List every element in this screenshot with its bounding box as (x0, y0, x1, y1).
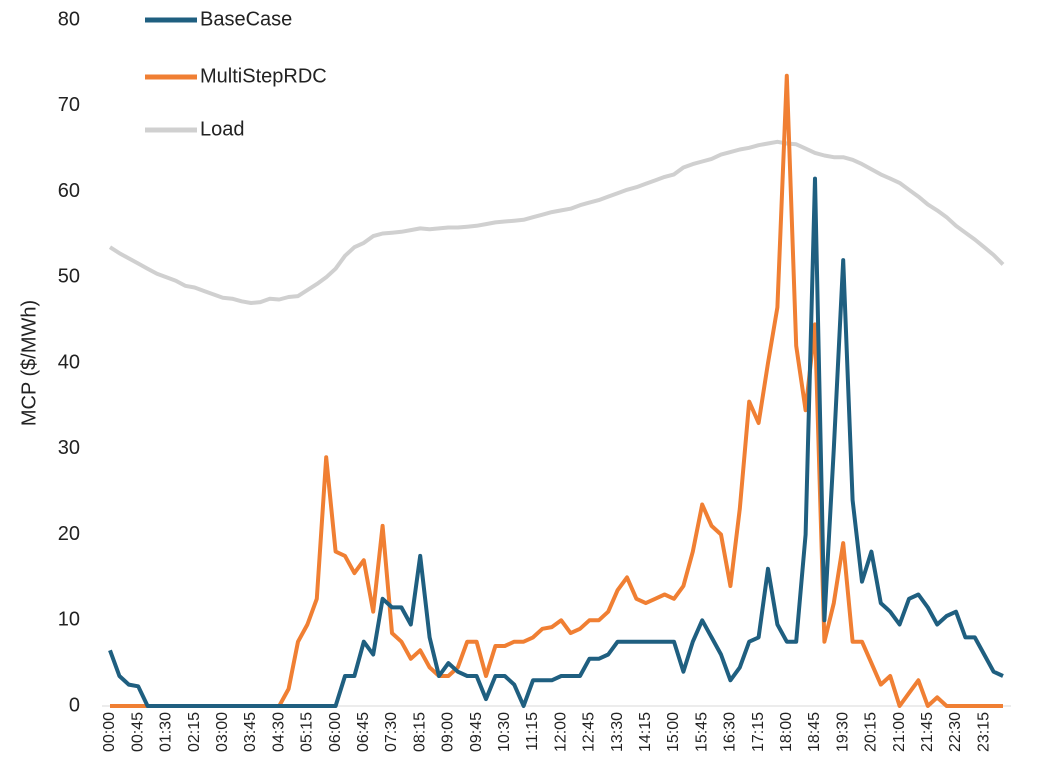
x-tick-label: 07:30 (383, 712, 400, 752)
x-tick-label: 04:30 (270, 712, 287, 752)
x-tick-label: 09:00 (440, 712, 457, 752)
x-tick-label: 06:00 (327, 712, 344, 752)
x-tick-label: 15:45 (693, 712, 710, 752)
series-line (110, 73, 1003, 708)
x-tick-label: 12:45 (581, 712, 598, 752)
x-tick-label: 18:45 (806, 712, 823, 752)
x-tick-label: 00:45 (129, 712, 146, 752)
x-tick-label: 22:30 (947, 712, 964, 752)
y-tick-label: 0 (69, 694, 80, 716)
y-tick-label: 20 (58, 523, 80, 545)
x-tick-label: 15:00 (665, 712, 682, 752)
legend-label: Load (200, 118, 245, 140)
y-tick-label: 10 (58, 609, 80, 631)
y-tick-label: 80 (58, 8, 80, 30)
y-tick-label: 50 (58, 266, 80, 288)
x-tick-label: 20:15 (863, 712, 880, 752)
x-tick-label: 16:30 (722, 712, 739, 752)
x-tick-label: 05:15 (299, 712, 316, 752)
y-tick-label: 70 (58, 94, 80, 116)
x-tick-label: 14:15 (637, 712, 654, 752)
y-tick-label: 60 (58, 180, 80, 202)
x-tick-label: 17:15 (750, 712, 767, 752)
x-tick-label: 12:00 (552, 712, 569, 752)
y-axis-title: MCP ($/MWh) (18, 300, 40, 426)
x-tick-label: 08:15 (411, 712, 428, 752)
x-tick-label: 10:30 (496, 712, 513, 752)
x-tick-label: 18:00 (778, 712, 795, 752)
x-tick-label: 19:30 (834, 712, 851, 752)
x-tick-label: 03:45 (242, 712, 259, 752)
x-tick-label: 01:30 (158, 712, 175, 752)
series-line (108, 139, 1005, 305)
x-tick-label: 21:00 (891, 712, 908, 752)
x-tick-label: 21:45 (919, 712, 936, 752)
x-tick-label: 09:45 (468, 712, 485, 752)
legend-label: BaseCase (200, 8, 292, 30)
legend-label: MultiStepRDC (200, 65, 327, 87)
series-line (108, 176, 1004, 708)
x-tick-label: 03:00 (214, 712, 231, 752)
x-tick-label: 00:00 (101, 712, 118, 752)
y-tick-label: 30 (58, 437, 80, 459)
x-tick-label: 23:15 (975, 712, 992, 752)
x-tick-label: 13:30 (609, 712, 626, 752)
y-tick-label: 40 (58, 351, 80, 373)
x-tick-label: 02:15 (186, 712, 203, 752)
x-tick-label: 11:15 (524, 712, 541, 751)
x-tick-label: 06:45 (355, 712, 372, 752)
